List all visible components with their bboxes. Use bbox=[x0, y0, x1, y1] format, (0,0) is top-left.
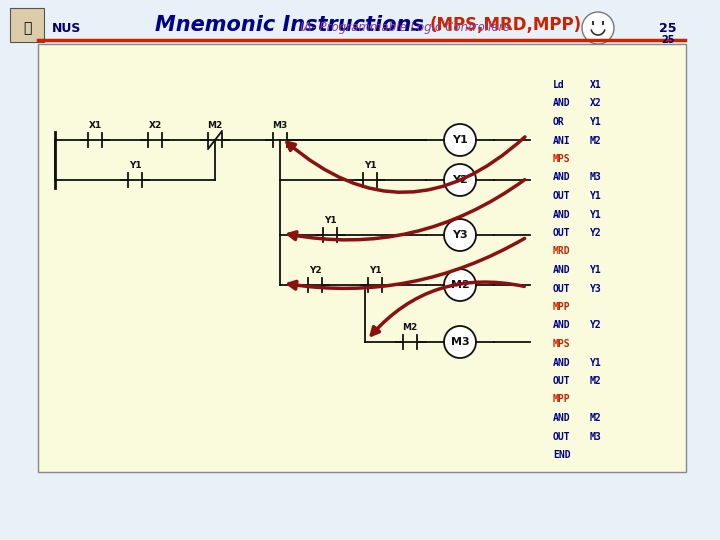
Text: Mnemonic Instructions: Mnemonic Instructions bbox=[155, 15, 431, 35]
FancyArrowPatch shape bbox=[372, 282, 524, 335]
Text: (MPS,MRD,MPP): (MPS,MRD,MPP) bbox=[430, 16, 582, 34]
Text: OUT: OUT bbox=[553, 431, 571, 442]
FancyArrowPatch shape bbox=[289, 238, 525, 289]
Text: OUT: OUT bbox=[553, 228, 571, 238]
Text: M2: M2 bbox=[590, 136, 602, 145]
Text: 🏛: 🏛 bbox=[23, 21, 31, 35]
Text: MPS: MPS bbox=[553, 154, 571, 164]
Text: M2: M2 bbox=[402, 323, 418, 332]
Text: AND: AND bbox=[553, 265, 571, 275]
FancyBboxPatch shape bbox=[38, 44, 686, 472]
Text: AND: AND bbox=[553, 321, 571, 330]
Text: M2: M2 bbox=[207, 121, 222, 130]
Text: Y1: Y1 bbox=[369, 266, 382, 275]
Text: Y1: Y1 bbox=[364, 161, 377, 170]
Text: Y1: Y1 bbox=[590, 357, 602, 368]
Text: AND: AND bbox=[553, 172, 571, 183]
Text: OUT: OUT bbox=[553, 191, 571, 201]
Text: MPP: MPP bbox=[553, 395, 571, 404]
Text: X2: X2 bbox=[148, 121, 161, 130]
Text: M3: M3 bbox=[451, 337, 469, 347]
Text: Y1: Y1 bbox=[590, 265, 602, 275]
Text: 25: 25 bbox=[661, 35, 675, 45]
Text: Y1: Y1 bbox=[324, 216, 336, 225]
Circle shape bbox=[444, 164, 476, 196]
Text: MPS: MPS bbox=[553, 339, 571, 349]
Circle shape bbox=[444, 124, 476, 156]
Text: M3: M3 bbox=[272, 121, 287, 130]
Text: Y1: Y1 bbox=[590, 117, 602, 127]
Text: IA- Programmable Logic Controllers: IA- Programmable Logic Controllers bbox=[300, 22, 510, 35]
Text: AND: AND bbox=[553, 210, 571, 219]
Text: Y1: Y1 bbox=[129, 161, 141, 170]
Text: Y2: Y2 bbox=[590, 321, 602, 330]
Text: 25: 25 bbox=[660, 22, 677, 35]
Text: Y3: Y3 bbox=[590, 284, 602, 294]
Text: AND: AND bbox=[553, 98, 571, 109]
Text: X1: X1 bbox=[89, 121, 102, 130]
Circle shape bbox=[582, 12, 614, 44]
Text: M3: M3 bbox=[590, 172, 602, 183]
Text: M2: M2 bbox=[451, 280, 469, 290]
Text: Y2: Y2 bbox=[309, 266, 321, 275]
Text: NUS: NUS bbox=[52, 22, 81, 35]
FancyBboxPatch shape bbox=[10, 8, 44, 42]
Text: Y1: Y1 bbox=[590, 191, 602, 201]
Text: X2: X2 bbox=[590, 98, 602, 109]
Text: END: END bbox=[553, 450, 571, 460]
Text: M2: M2 bbox=[590, 376, 602, 386]
Text: Y1: Y1 bbox=[452, 135, 468, 145]
Circle shape bbox=[444, 219, 476, 251]
Text: Y2: Y2 bbox=[452, 175, 468, 185]
Text: MPP: MPP bbox=[553, 302, 571, 312]
Text: Ld: Ld bbox=[553, 80, 564, 90]
Circle shape bbox=[444, 269, 476, 301]
Text: OR: OR bbox=[553, 117, 564, 127]
Circle shape bbox=[444, 326, 476, 358]
Text: ANI: ANI bbox=[553, 136, 571, 145]
Text: OUT: OUT bbox=[553, 376, 571, 386]
Text: OUT: OUT bbox=[553, 284, 571, 294]
Text: X1: X1 bbox=[590, 80, 602, 90]
Text: AND: AND bbox=[553, 413, 571, 423]
Text: Y1: Y1 bbox=[590, 210, 602, 219]
Text: MRD: MRD bbox=[553, 246, 571, 256]
FancyArrowPatch shape bbox=[287, 137, 525, 192]
FancyArrowPatch shape bbox=[289, 180, 525, 240]
Text: Y3: Y3 bbox=[452, 230, 468, 240]
Text: Y2: Y2 bbox=[590, 228, 602, 238]
Text: M2: M2 bbox=[590, 413, 602, 423]
Text: AND: AND bbox=[553, 357, 571, 368]
Text: M3: M3 bbox=[590, 431, 602, 442]
